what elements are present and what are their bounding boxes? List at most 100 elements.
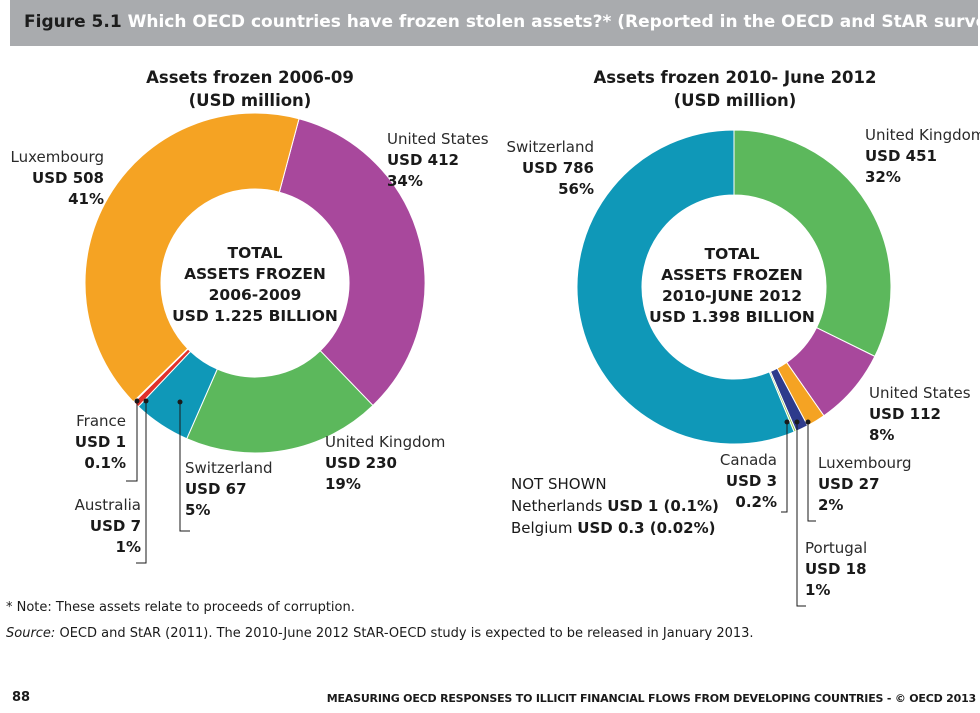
slice-name: Canada <box>719 451 777 469</box>
source-note: Source: OECD and StAR (2011). The 2010-J… <box>6 626 754 641</box>
slice-name: United States <box>869 384 971 402</box>
label-switzerland-2010: Switzerland USD 786 56% <box>480 137 595 200</box>
slice-value: USD 7 <box>89 517 141 535</box>
label-canada-2010: Canada USD 3 0.2% <box>700 450 777 513</box>
not-shown-name: Netherlands <box>511 497 603 515</box>
page-number: 88 <box>12 690 31 705</box>
dot-switzerland <box>177 399 183 405</box>
leader-luxembourg <box>807 422 816 522</box>
chart2-center-line: USD 1.398 BILLION <box>649 308 815 326</box>
slice-name: Australia <box>74 496 141 514</box>
not-shown-name: Belgium <box>511 519 573 537</box>
dot-portugal <box>794 419 800 425</box>
dot-luxembourg <box>805 419 811 425</box>
not-shown-item: Netherlands USD 1 (0.1%) <box>511 495 719 517</box>
figure-title: Figure 5.1 Which OECD countries have fro… <box>24 12 980 32</box>
not-shown-heading: NOT SHOWN <box>511 475 607 493</box>
chart1-subtitle: (USD million) <box>188 91 312 110</box>
label-united-kingdom-2010: United Kingdom USD 451 32% <box>865 125 980 188</box>
leader-australia <box>136 401 147 564</box>
slice-value: USD 508 <box>32 169 104 187</box>
slice-percent: 1% <box>805 581 831 599</box>
label-australia-2006: Australia USD 7 1% <box>40 495 141 558</box>
leader-portugal <box>796 422 806 607</box>
source-text: OECD and StAR (2011). The 2010-June 2012… <box>55 626 754 641</box>
slice-value: USD 67 <box>185 480 247 498</box>
slice-percent: 0.1% <box>84 454 126 472</box>
slice-percent: 1% <box>115 538 141 556</box>
slice-united-kingdom <box>186 349 374 454</box>
label-luxembourg-2006: Luxembourg USD 508 41% <box>0 147 105 210</box>
slice-value: USD 27 <box>818 475 880 493</box>
slice-percent: 2% <box>818 496 844 514</box>
slice-value: USD 412 <box>387 151 459 169</box>
slice-value: USD 18 <box>805 560 867 578</box>
slice-luxembourg <box>84 112 300 403</box>
slice-percent: 34% <box>387 172 423 190</box>
slice-value: USD 112 <box>869 405 941 423</box>
label-united-states-2010: United States USD 112 8% <box>869 383 977 446</box>
chart1-center-line: ASSETS FROZEN <box>184 265 326 283</box>
slice-name: Luxembourg <box>818 454 912 472</box>
figure-title-text: Which OECD countries have frozen stolen … <box>127 12 980 32</box>
slice-switzerland <box>576 129 795 445</box>
slice-name: Portugal <box>805 539 868 557</box>
dot-canada <box>784 419 790 425</box>
label-luxembourg-2010: Luxembourg USD 27 2% <box>818 453 918 516</box>
donut-chart-2006-09 <box>84 112 426 454</box>
label-united-states-2006: United States USD 412 34% <box>387 129 517 192</box>
label-switzerland-2006: Switzerland USD 67 5% <box>185 458 295 521</box>
slice-percent: 5% <box>185 501 211 519</box>
slice-name: United Kingdom <box>325 433 446 451</box>
slice-value: USD 451 <box>865 147 937 165</box>
slice-name: France <box>76 412 126 430</box>
leader-france <box>126 401 138 482</box>
chart2-title: Assets frozen 2010- June 2012 <box>593 68 877 87</box>
chart1-title-block: Assets frozen 2006-09 (USD million) <box>100 66 400 112</box>
slice-percent: 56% <box>558 180 594 198</box>
slice-value: USD 3 <box>725 472 777 490</box>
chart2-center-line: ASSETS FROZEN <box>661 266 803 284</box>
donut-chart-2010-2012 <box>576 129 892 445</box>
leader-dots <box>134 398 811 425</box>
slice-value: USD 1 <box>74 433 126 451</box>
slice-percent: 41% <box>68 190 104 208</box>
chart2-title-block: Assets frozen 2010- June 2012 (USD milli… <box>585 66 885 112</box>
figure-number: Figure 5.1 <box>24 12 122 32</box>
not-shown-item: Belgium USD 0.3 (0.02%) <box>511 517 719 539</box>
dot-australia <box>143 398 149 404</box>
not-shown-value: USD 0.3 (0.02%) <box>577 519 716 537</box>
dot-france <box>134 398 140 404</box>
label-portugal-2010: Portugal USD 18 1% <box>805 538 895 601</box>
chart2-center-line: TOTAL <box>704 245 760 263</box>
slice-united-states <box>278 118 426 407</box>
slice-percent: 8% <box>869 426 895 444</box>
slice-name: Switzerland <box>506 138 595 156</box>
slice-percent: 19% <box>325 475 361 493</box>
slice-value: USD 230 <box>325 454 397 472</box>
chart1-center-line: 2006-2009 <box>208 286 302 304</box>
slice-value: USD 786 <box>522 159 594 177</box>
chart2-subtitle: (USD million) <box>673 91 797 110</box>
footnote: * Note: These assets relate to proceeds … <box>6 600 355 615</box>
label-united-kingdom-2006: United Kingdom USD 230 19% <box>325 432 465 495</box>
chart2-center-text: TOTAL ASSETS FROZEN 2010-JUNE 2012 USD 1… <box>622 244 842 328</box>
leader-switzerland <box>179 402 190 532</box>
slice-name: Switzerland <box>185 459 273 477</box>
slice-united-kingdom <box>733 129 892 358</box>
figure-header: Figure 5.1 Which OECD countries have fro… <box>10 0 980 46</box>
chart1-title: Assets frozen 2006-09 <box>146 68 354 87</box>
source-label: Source: <box>6 626 56 641</box>
chart1-center-line: TOTAL <box>227 244 283 262</box>
leader-canada <box>781 422 788 513</box>
slice-percent: 0.2% <box>735 493 777 511</box>
slice-name: United Kingdom <box>865 126 980 144</box>
not-shown-value: USD 1 (0.1%) <box>607 497 719 515</box>
leader-lines <box>126 401 816 607</box>
label-france-2006: France USD 1 0.1% <box>40 411 126 474</box>
slice-name: Luxembourg <box>10 148 105 166</box>
slice-name: United States <box>387 130 489 148</box>
chart1-center-line: USD 1.225 BILLION <box>172 307 338 325</box>
slice-percent: 32% <box>865 168 901 186</box>
chart1-center-text: TOTAL ASSETS FROZEN 2006-2009 USD 1.225 … <box>150 243 360 327</box>
